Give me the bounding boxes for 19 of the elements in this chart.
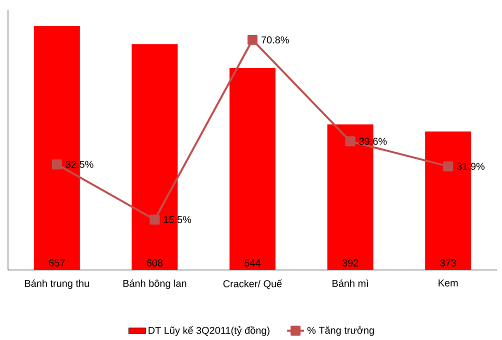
data-label: 544 [244,260,261,266]
x-tick-label: Bánh trung thu [25,280,89,289]
point [150,214,160,225]
data-label: 373 [440,259,456,266]
bar [230,68,276,270]
legend-label: % Tăng trưởng [307,326,374,336]
data-label: 657 [49,259,65,266]
x-tick-label: Cracker/ Quế [223,280,282,290]
point [248,34,258,45]
point [443,161,454,172]
point [52,159,62,170]
legend-label: DT Lũy kế 3Q2011(tỷ đồng) [148,326,270,336]
x-tick-label: Bánh bông lan [123,280,186,289]
data-label: 392 [342,259,358,266]
x-tick-label: Kem [438,280,458,286]
x-tick-label: Bánh mì [332,280,368,287]
data-label: 70.8% [262,36,289,44]
point [345,136,356,146]
data-label: 608 [146,259,163,266]
